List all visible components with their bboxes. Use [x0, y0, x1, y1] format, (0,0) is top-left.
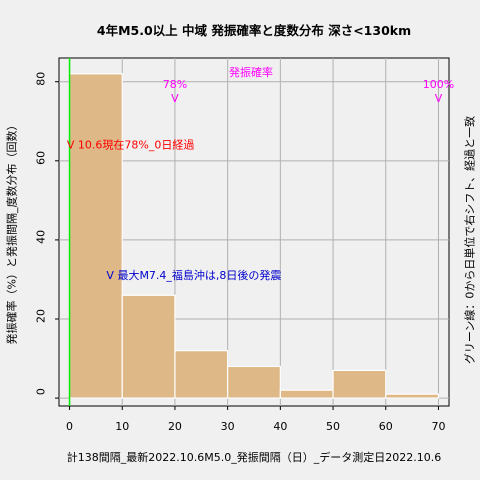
chart-title: 4年M5.0以上 中域 発振確率と度数分布 深さ<130km [97, 23, 411, 38]
x-tick-label: 10 [115, 420, 129, 433]
y-tick-label: 0 [35, 388, 48, 395]
bars [68, 73, 440, 399]
right-axis-label: グリーン線：0から日単位で右シフト、経過と一致 [463, 116, 477, 364]
x-tick-label: 70 [431, 420, 445, 433]
x-tick-label: 40 [273, 420, 287, 433]
x-tick-label: 60 [379, 420, 393, 433]
histogram-bar [332, 369, 387, 399]
histogram-bar [385, 393, 440, 399]
x-tick-label: 50 [326, 420, 340, 433]
probability-value-label: 100% [423, 78, 454, 91]
y-tick-label: 60 [35, 151, 48, 165]
histogram-bar [68, 73, 123, 399]
histogram-bar [227, 365, 281, 399]
y-axis-label: 発振確率（%）と発振間隔_度数分布（回数） [5, 120, 19, 345]
probability-marker: V [171, 92, 179, 105]
y-tick-label: 80 [35, 72, 48, 86]
histogram-bar [279, 389, 334, 399]
x-tick-label: 30 [221, 420, 235, 433]
chart-annotation: V 最大M7.4_福島沖は,8日後の発震 [106, 268, 281, 282]
histogram-bar [174, 350, 229, 399]
y-tick-label: 40 [35, 230, 48, 244]
probability-value-label: 78% [163, 78, 187, 91]
y-tick-label: 20 [35, 309, 48, 323]
ticks: 0 10 20 30 40 50 60 70 0 20 40 60 80 [35, 72, 446, 433]
probability-marker: V [435, 92, 443, 105]
x-axis-label: 計138間隔_最新2022.10.6M5.0_発振間隔（日）_データ測定日202… [67, 450, 441, 464]
histogram-bar [121, 294, 176, 399]
x-tick-label: 20 [168, 420, 182, 433]
chart-annotation: V 10.6現在78%_0日経過 [67, 139, 194, 152]
x-tick-label: 0 [66, 420, 73, 433]
probability-series-label: 発振確率 [229, 65, 273, 79]
